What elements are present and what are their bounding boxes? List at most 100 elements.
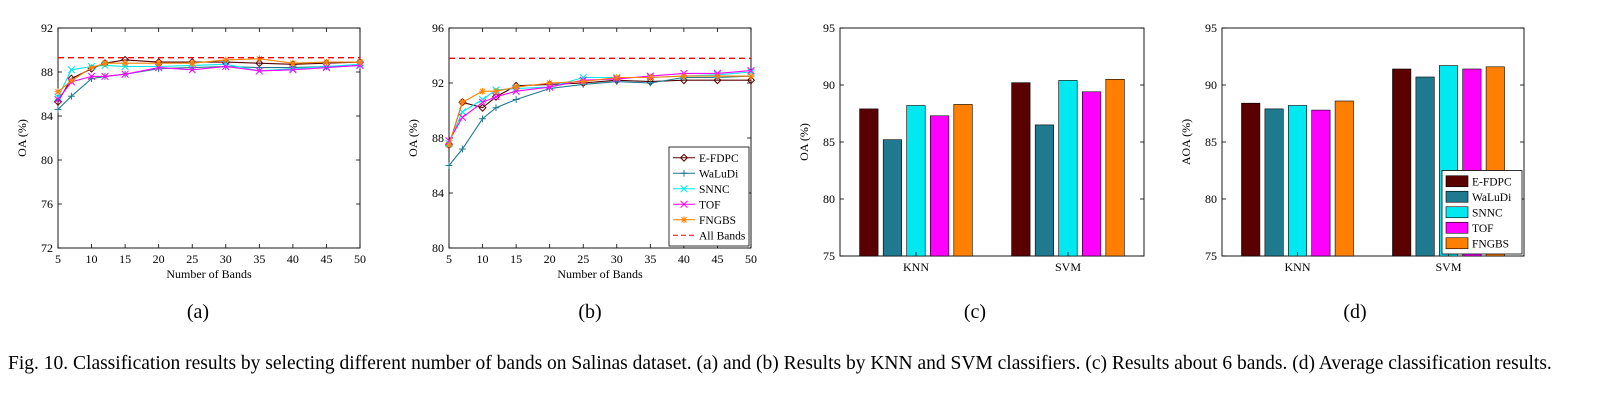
x-tick-label: 50 <box>745 252 757 266</box>
series-tof <box>54 61 364 104</box>
panel-label: (b) <box>578 301 601 323</box>
data-point <box>445 162 453 169</box>
legend-swatch <box>1445 237 1469 250</box>
x-tick-label: 30 <box>220 252 232 266</box>
y-tick-label: 75 <box>1205 249 1217 263</box>
data-point <box>445 141 453 149</box>
x-tick-label: 25 <box>186 252 198 266</box>
series-line-tof <box>448 70 752 142</box>
series-line-waludi <box>57 64 361 110</box>
bar-tof-svm <box>1082 91 1102 257</box>
x-tick-label: 20 <box>153 252 165 266</box>
x-tick-label: 50 <box>354 252 366 266</box>
legend-swatch <box>1445 206 1469 219</box>
legend-item-snnc: SNNC <box>1445 206 1503 219</box>
series-line-fngbs <box>448 75 751 146</box>
y-tick-label: 92 <box>432 76 444 90</box>
legend-marker <box>680 184 688 193</box>
data-point <box>54 95 62 104</box>
data-point <box>747 66 755 75</box>
y-tick-label: 80 <box>823 192 835 206</box>
data-point <box>512 96 520 103</box>
x-tick-label: KNN <box>1285 260 1311 274</box>
data-point <box>101 72 109 81</box>
series-waludi <box>54 62 364 113</box>
y-axis-label: AOA (%) <box>1179 119 1193 165</box>
series-line-snnc <box>57 63 361 98</box>
bar-snnc-svm <box>1058 80 1078 257</box>
legend-marker <box>679 153 689 162</box>
data-point <box>479 87 486 95</box>
x-tick-label: 40 <box>287 252 299 266</box>
x-tick-label: 5 <box>55 252 61 266</box>
y-axis-label: OA (%) <box>15 119 29 157</box>
data-point <box>222 62 230 71</box>
y-tick-label: 88 <box>41 65 53 79</box>
series-line-waludi <box>448 75 752 166</box>
data-point <box>478 103 487 112</box>
bar-snnc-knn <box>1288 105 1308 257</box>
bar-e-fdpc-knn <box>1241 102 1261 257</box>
y-tick-label: 96 <box>432 21 444 35</box>
legend-label: E-FDPC <box>1472 176 1512 188</box>
y-axis-label: OA (%) <box>406 119 420 157</box>
data-point <box>512 83 520 91</box>
x-axis-label: Number of Bands <box>166 267 252 281</box>
x-tick-label: 30 <box>611 252 623 266</box>
legend-item-e-fdpc: E-FDPC <box>1445 175 1512 188</box>
bar-tof-knn <box>929 115 950 257</box>
data-point <box>356 58 364 66</box>
bar-waludi-svm <box>1415 76 1435 257</box>
y-tick-label: 92 <box>41 21 53 35</box>
x-tick-label: 20 <box>544 252 556 266</box>
series-line-fngbs <box>57 58 360 93</box>
data-point <box>54 106 62 113</box>
bar-snnc-knn <box>906 105 926 257</box>
bar-waludi-knn <box>882 139 903 257</box>
chart-d: 75 80 85 90 95 AOA (%) KNN SVM E-FDPC WaLuDi SNNC T… <box>1179 21 1525 323</box>
legend-item-tof: TOF <box>1445 221 1494 235</box>
caption-text: Classification results by selecting diff… <box>73 353 1552 374</box>
panel-label: (d) <box>1343 301 1366 323</box>
data-point <box>492 104 500 112</box>
data-point <box>101 59 109 67</box>
legend-item-waludi: WaLuDi <box>673 168 738 180</box>
data-point <box>121 59 129 67</box>
chart-a: 5 10 15 20 25 30 35 40 45 50 72 76 80 84 88 92 OA (%) Num… <box>15 21 366 323</box>
bar-e-fdpc-svm <box>1011 82 1031 257</box>
data-point <box>459 145 466 153</box>
legend-label: E-FDPC <box>699 153 739 165</box>
legend-label: All Bands <box>699 230 746 242</box>
legend-swatch <box>1445 175 1469 188</box>
legend-marker <box>680 169 688 177</box>
data-point <box>747 72 755 80</box>
series-tof <box>445 66 755 145</box>
data-point <box>88 64 95 71</box>
legend-label: SNNC <box>699 184 730 196</box>
legend-swatch <box>1445 221 1469 234</box>
data-point <box>613 74 621 81</box>
x-tick-label: 10 <box>477 252 489 266</box>
legend-swatch <box>1445 190 1469 203</box>
data-point <box>323 58 330 66</box>
y-tick-label: 80 <box>1205 192 1217 206</box>
bar-e-fdpc-svm <box>1392 68 1412 257</box>
bar-waludi-svm <box>1034 124 1054 257</box>
legend-item-all-bands: All Bands <box>673 230 746 242</box>
legend-item-fngbs: FNGBS <box>673 215 736 227</box>
data-point <box>289 59 297 67</box>
y-tick-label: 95 <box>823 21 835 35</box>
panel-label: (c) <box>964 301 986 323</box>
y-tick-label: 80 <box>432 241 444 255</box>
data-point <box>579 78 587 86</box>
series-line-e-fdpc <box>57 59 361 102</box>
x-tick-label: SVM <box>1055 260 1081 274</box>
y-tick-label: 85 <box>823 135 835 149</box>
panel-label: (a) <box>187 301 209 323</box>
y-tick-label: 88 <box>432 131 444 145</box>
legend-box <box>668 146 750 247</box>
data-point <box>289 64 297 73</box>
caption-label: Fig. 10. <box>8 353 69 374</box>
data-point <box>68 77 75 85</box>
x-axis-label: Number of Bands <box>557 267 643 281</box>
